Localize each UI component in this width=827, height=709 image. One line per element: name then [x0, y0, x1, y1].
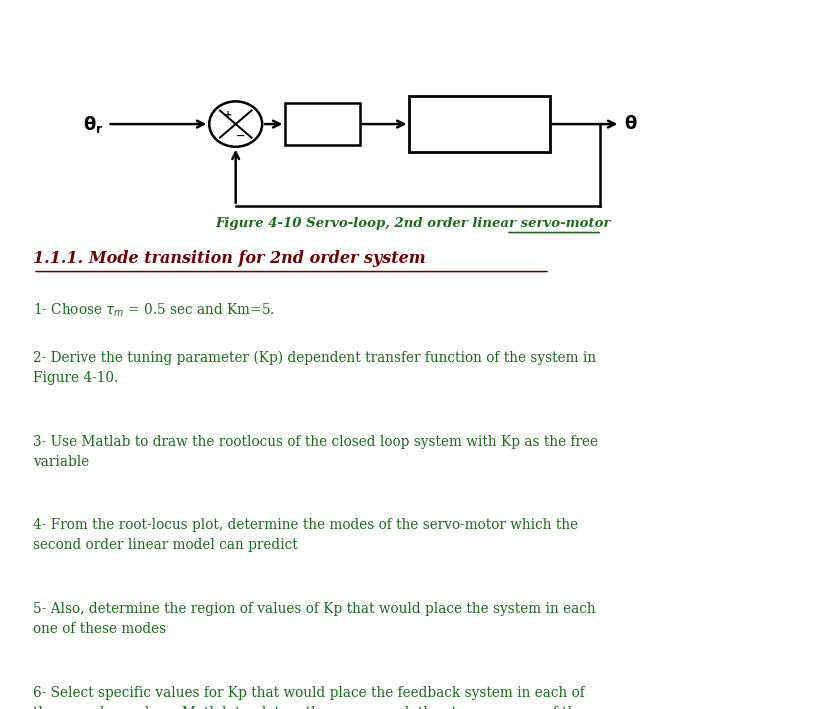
Text: $K_m$: $K_m$ [477, 102, 499, 121]
Text: $S \cdot (\tau_m \cdot S + 1)$: $S \cdot (\tau_m \cdot S + 1)$ [435, 132, 524, 147]
Text: $\mathbf{\theta}$: $\mathbf{\theta}$ [624, 115, 638, 133]
Text: 5- Also, determine the region of values of Kp that would place the system in eac: 5- Also, determine the region of values … [33, 602, 595, 636]
Text: Kp: Kp [310, 115, 335, 133]
Text: 1- Choose $\tau_m$ = 0.5 sec and Km=5.: 1- Choose $\tau_m$ = 0.5 sec and Km=5. [33, 301, 275, 319]
Text: $\mathbf{\theta_r}$: $\mathbf{\theta_r}$ [83, 113, 103, 135]
Text: 2- Derive the tuning parameter (Kp) dependent transfer function of the system in: 2- Derive the tuning parameter (Kp) depe… [33, 351, 596, 386]
Text: 6- Select specific values for Kp that would place the feedback system in each of: 6- Select specific values for Kp that wo… [33, 686, 585, 709]
Bar [285, 103, 360, 145]
Text: 4- From the root-locus plot, determine the modes of the servo-motor which the
se: 4- From the root-locus plot, determine t… [33, 518, 578, 552]
Text: 3- Use Matlab to draw the rootlocus of the closed loop system with Kp as the fre: 3- Use Matlab to draw the rootlocus of t… [33, 435, 598, 469]
Text: 1.1.1. Mode transition for 2nd order system: 1.1.1. Mode transition for 2nd order sys… [33, 250, 426, 267]
Text: −: − [236, 131, 245, 141]
Text: +: + [223, 110, 232, 120]
Bar [409, 96, 550, 152]
Text: Figure 4-10 Servo-loop, 2nd order linear servo-motor: Figure 4-10 Servo-loop, 2nd order linear… [216, 217, 611, 230]
